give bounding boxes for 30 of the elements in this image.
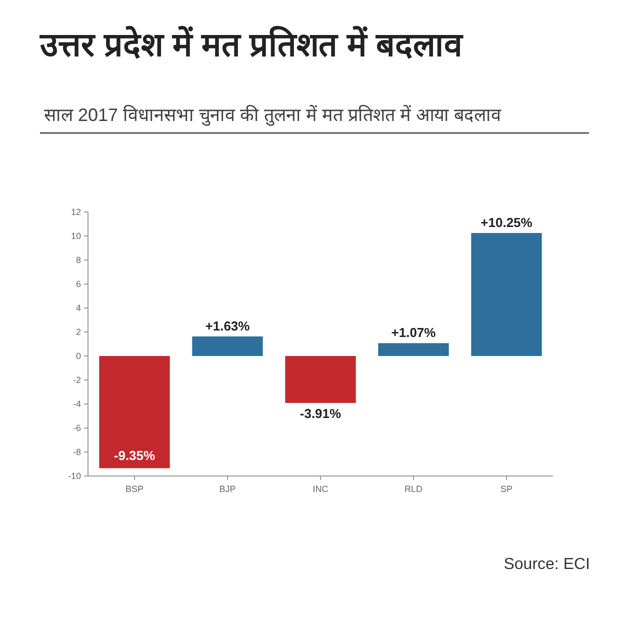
y-tick-label: 12: [70, 207, 81, 217]
y-tick-label: 6: [76, 279, 81, 289]
x-tick-label: SP: [500, 484, 513, 494]
y-tick-label: 8: [76, 255, 81, 265]
y-tick-label: -2: [72, 375, 81, 385]
data-label: +10.25%: [480, 215, 533, 230]
bar: [471, 233, 542, 356]
x-tick-label: INC: [312, 484, 329, 494]
source-note: Source: ECI: [504, 556, 590, 573]
y-tick-label: 2: [76, 327, 81, 337]
bar: [192, 336, 263, 356]
chart-subtitle: साल 2017 विधानसभा चुनाव की तुलना में मत प्रतिशत में आया बदलाव: [44, 104, 502, 126]
x-tick-label: BJP: [219, 484, 236, 494]
y-tick-label: -10: [68, 471, 81, 481]
y-tick-label: -6: [72, 423, 81, 433]
data-label: -9.35%: [114, 448, 156, 464]
data-label: -3.91%: [300, 406, 342, 421]
y-tick-label: 0: [76, 351, 81, 361]
y-tick-label: -8: [72, 447, 81, 457]
data-label: +1.63%: [205, 318, 250, 334]
bar: [285, 356, 356, 403]
chart-title: उत्तर प्रदेश में मत प्रतिशत में बदलाव: [39, 25, 464, 63]
x-tick-label: BSP: [125, 484, 144, 494]
y-tick-label: -4: [72, 399, 81, 409]
data-label: +1.07%: [391, 325, 436, 340]
x-tick-label: RLD: [404, 484, 423, 494]
bar: [378, 343, 449, 356]
bar: [99, 356, 170, 468]
y-tick-label: 4: [76, 303, 81, 313]
y-tick-label: 10: [70, 231, 81, 241]
